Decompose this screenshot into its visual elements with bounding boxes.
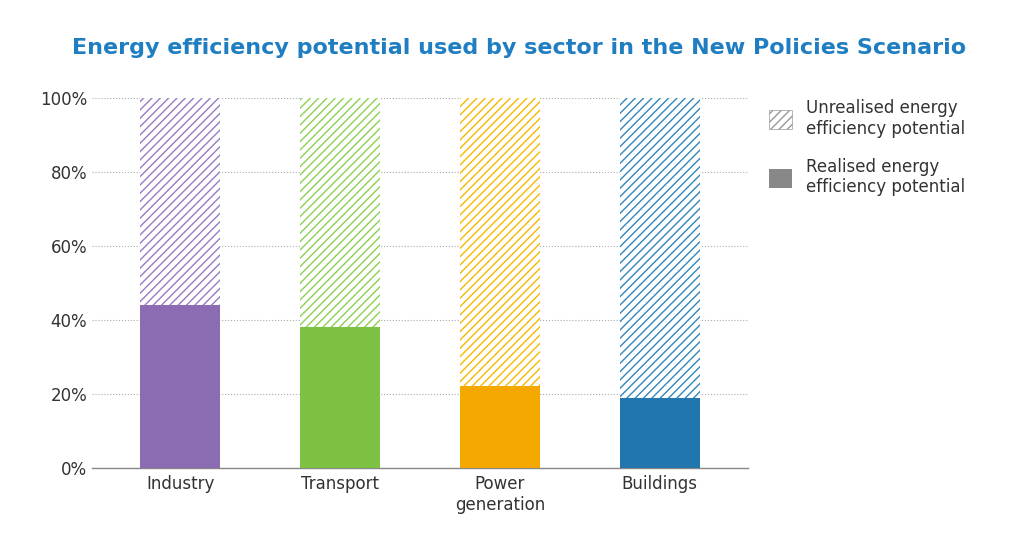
Bar — [620, 98, 699, 398]
Bar — [140, 98, 220, 305]
Bar — [620, 398, 699, 468]
Bar — [140, 305, 220, 468]
Bar — [300, 98, 380, 327]
Bar — [300, 98, 380, 327]
Bar — [460, 98, 540, 386]
Bar — [460, 98, 540, 386]
Bar — [300, 327, 380, 468]
Bar — [620, 98, 699, 398]
Legend: Unrealised energy
efficiency potential, Realised energy
efficiency potential: Unrealised energy efficiency potential, … — [769, 99, 965, 196]
Bar — [140, 98, 220, 305]
Bar — [460, 386, 540, 468]
Text: Energy efficiency potential used by sector in the New Policies Scenario: Energy efficiency potential used by sect… — [72, 38, 966, 58]
